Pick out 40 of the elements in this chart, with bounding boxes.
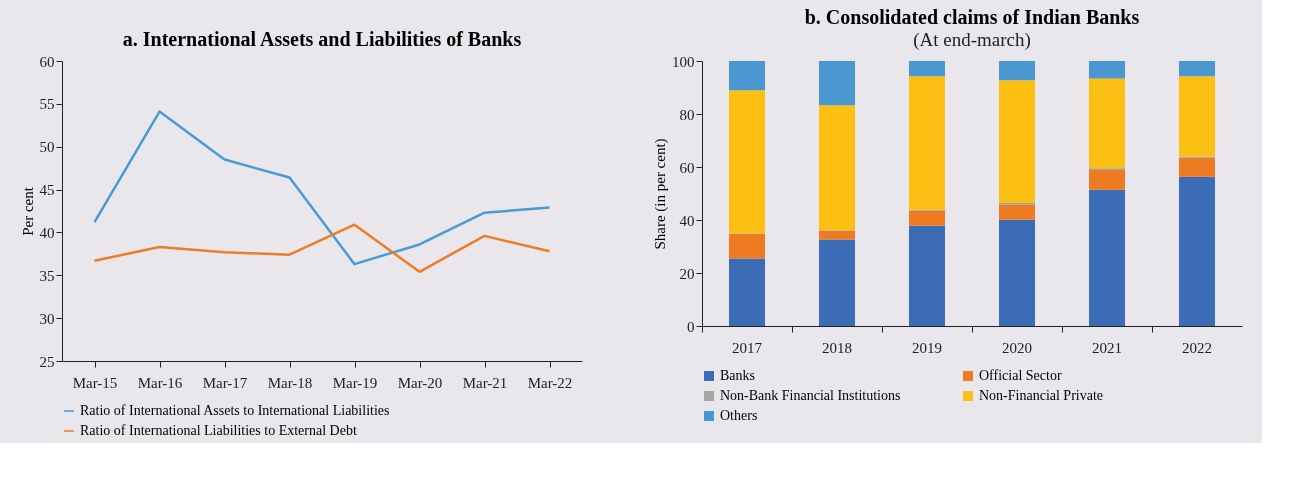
legend-label: Non-Bank Financial Institutions bbox=[720, 388, 901, 403]
legend-label: Others bbox=[720, 408, 758, 423]
x-tick-label: Mar-17 bbox=[202, 374, 248, 391]
y-tick-label: 55 bbox=[39, 96, 55, 113]
y-tick-label: 30 bbox=[39, 310, 55, 327]
x-tick-label: Mar-15 bbox=[72, 374, 118, 391]
legend-label: Official Sector bbox=[979, 368, 1062, 383]
chart-subtitle: (At end-march) bbox=[913, 29, 1031, 51]
x-tick-label: Mar-20 bbox=[397, 374, 443, 391]
y-axis-title: Share (in per cent) bbox=[652, 138, 669, 250]
y-tick-label: 45 bbox=[39, 182, 55, 199]
y-tick-label: 100 bbox=[672, 53, 695, 70]
y-tick-label: 20 bbox=[679, 265, 695, 282]
x-tick-label: Mar-19 bbox=[332, 374, 378, 391]
legend-label: Non-Financial Private bbox=[979, 388, 1104, 403]
legend-label: Ratio of International Assets to International Liabilities bbox=[80, 403, 390, 418]
x-tick-label: 2018 bbox=[822, 339, 852, 356]
y-tick-label: 60 bbox=[39, 53, 55, 70]
x-tick-label: Mar-18 bbox=[267, 374, 313, 391]
y-tick-label: 80 bbox=[679, 106, 695, 123]
x-tick-label: 2021 bbox=[1092, 339, 1122, 356]
y-tick-label: 50 bbox=[39, 139, 55, 156]
chart-title: b. Consolidated claims of Indian Banks bbox=[804, 6, 1140, 28]
chart-title: a. International Assets and Liabilities of Banks bbox=[122, 28, 522, 50]
y-tick-label: 40 bbox=[679, 212, 695, 229]
y-tick-label: 60 bbox=[679, 159, 695, 176]
x-tick-label: 2019 bbox=[912, 339, 942, 356]
legend-label: Ratio of International Liabilities to External Debt bbox=[80, 423, 357, 438]
x-tick-label: Mar-16 bbox=[137, 374, 183, 391]
y-tick-label: 25 bbox=[39, 353, 55, 370]
y-tick-label: 0 bbox=[687, 318, 695, 335]
x-tick-label: 2022 bbox=[1182, 339, 1212, 356]
x-tick-label: Mar-21 bbox=[462, 374, 508, 391]
y-tick-label: 40 bbox=[39, 224, 55, 241]
x-tick-label: 2017 bbox=[732, 339, 763, 356]
legend-label: Banks bbox=[720, 368, 755, 383]
x-tick-label: 2020 bbox=[1002, 339, 1032, 356]
y-axis-title: Per cent bbox=[19, 186, 36, 236]
y-tick-label: 35 bbox=[39, 267, 55, 284]
x-tick-label: Mar-22 bbox=[527, 374, 573, 391]
